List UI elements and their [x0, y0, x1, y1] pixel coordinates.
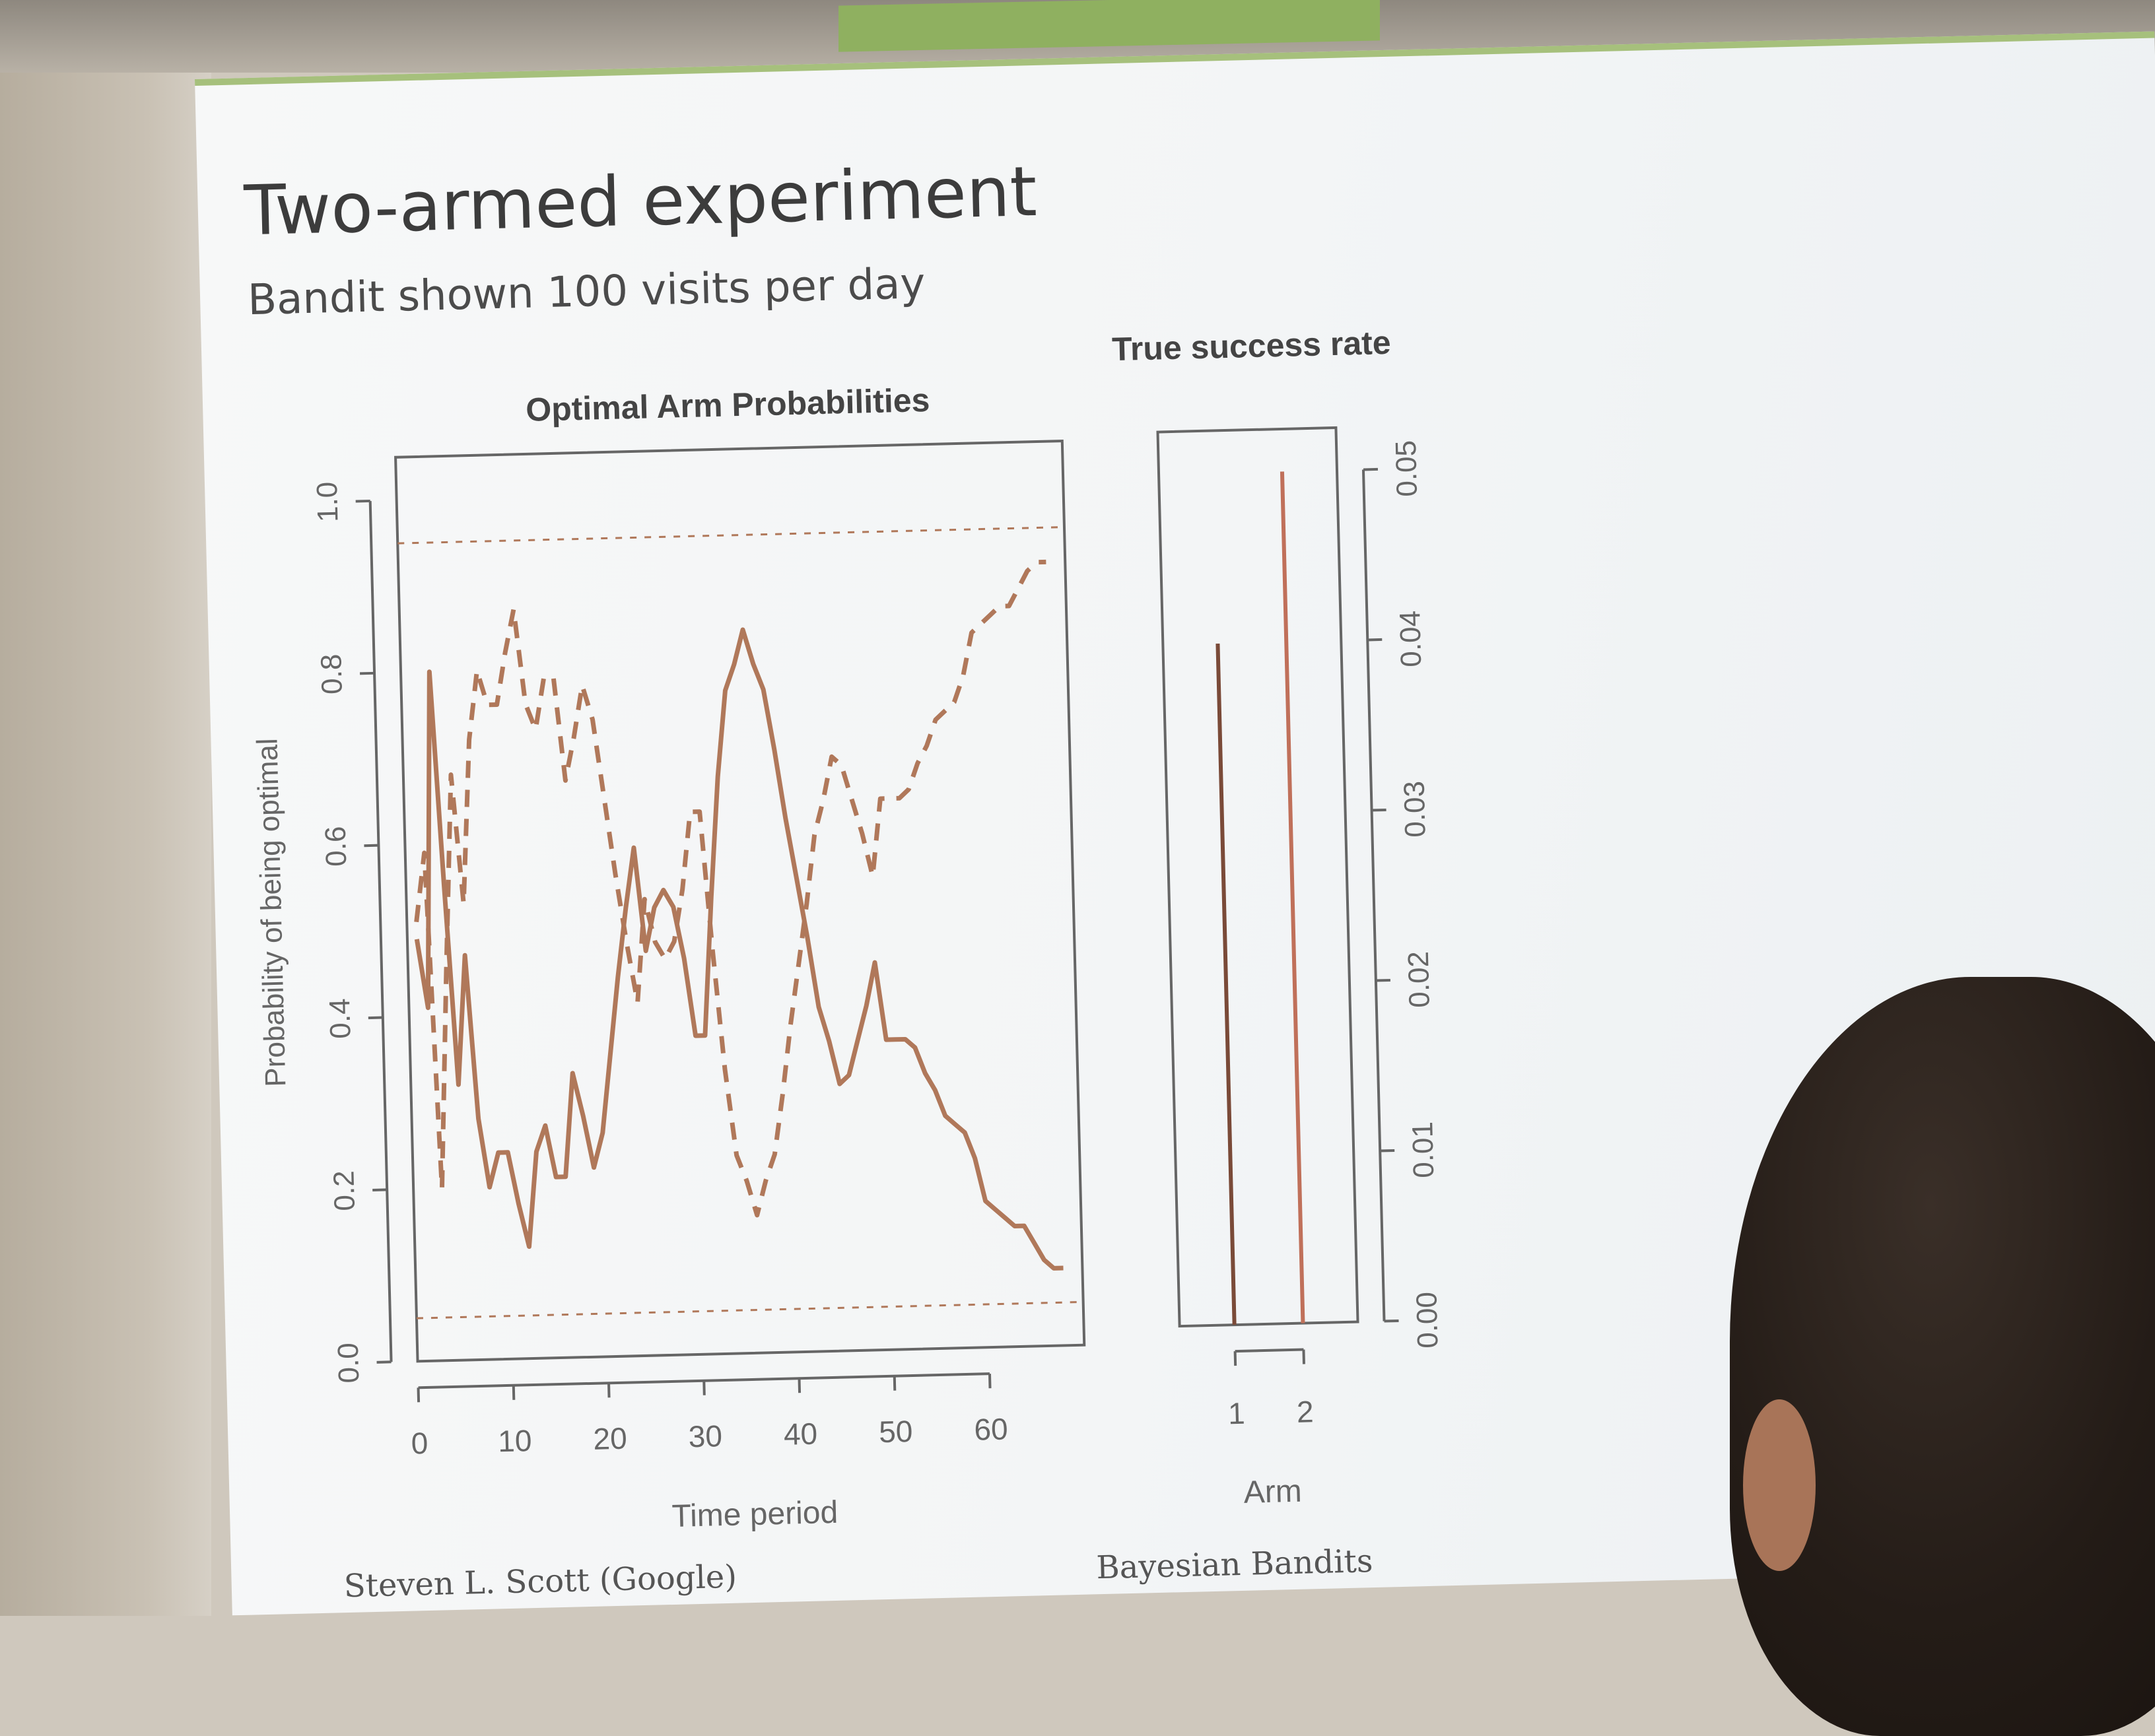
y-tick-right-0.05	[1363, 467, 1379, 471]
y-tick-label-0.2: 0.2	[327, 1170, 360, 1211]
y-tick-label-0: 0.0	[332, 1343, 365, 1384]
x-tick-label-arm-2: 2	[1296, 1394, 1314, 1429]
x-axis-label-arm: Arm	[1243, 1474, 1302, 1510]
y-tick-label-0.6: 0.6	[320, 826, 353, 867]
series-line-dashed	[414, 559, 1046, 1218]
y-tick-0.8	[360, 671, 375, 675]
y-tick-right-0.03	[1371, 808, 1386, 812]
reference-line-0	[416, 1300, 1083, 1319]
bar-arm-2	[1280, 471, 1305, 1323]
x-tick-label-30: 30	[688, 1419, 722, 1453]
y-tick-label-right-0.05: 0.05	[1390, 440, 1423, 497]
y-tick-label-0.4: 0.4	[324, 998, 357, 1039]
y-tick-label-1: 1.0	[311, 481, 344, 522]
x-tick-label-10: 10	[498, 1423, 532, 1458]
plot-frame-right	[1156, 426, 1359, 1328]
x-tick-label-20: 20	[593, 1421, 627, 1456]
y-tick-1	[355, 499, 370, 503]
x-axis-line-right	[1235, 1348, 1304, 1353]
x-tick-arm-2	[1302, 1349, 1305, 1364]
x-tick-arm-1	[1233, 1351, 1237, 1366]
x-tick-label-40: 40	[783, 1417, 817, 1452]
y-tick-label-right-0.04: 0.04	[1394, 610, 1427, 667]
x-tick-label-arm-1: 1	[1227, 1396, 1245, 1431]
series-line-solid	[414, 627, 1064, 1271]
optimal-arm-chart: Optimal Arm Probabilities Time period Prob…	[251, 382, 1086, 1534]
reference-line-1	[397, 526, 1065, 545]
bar-arm-1	[1215, 643, 1237, 1325]
charts-canvas: Optimal Arm Probabilities Time period Prob…	[251, 324, 1444, 1534]
y-tick-label-right-0.01: 0.01	[1406, 1121, 1440, 1179]
y-axis-line-right	[1361, 469, 1386, 1321]
audience-head	[1730, 977, 2155, 1736]
footer-talk: Bayesian Bandits	[1095, 1543, 1374, 1587]
y-tick-right-0.02	[1375, 978, 1390, 982]
success-rate-chart: True success rate Arm 1 2 0.00 0.01 0.02 0.03 0.…	[1111, 324, 1444, 1510]
y-tick-label-0.8: 0.8	[315, 653, 348, 694]
audience-ear	[1743, 1399, 1816, 1571]
y-axis-line	[368, 500, 393, 1362]
x-axis-label: Time period	[671, 1495, 838, 1534]
y-tick-label-right-0.03: 0.03	[1398, 780, 1432, 838]
chart-title-success: True success rate	[1111, 324, 1391, 368]
plot-frame	[394, 440, 1086, 1363]
projector-screen: Two-armed experiment Bandit shown 100 vi…	[195, 31, 2155, 1616]
y-tick-label-right-0: 0.00	[1410, 1292, 1444, 1349]
y-axis-label: Probability of being optimal	[251, 738, 292, 1087]
y-tick-0.2	[372, 1188, 388, 1191]
x-tick-label-50: 50	[879, 1414, 913, 1449]
chart-title-optimal: Optimal Arm Probabilities	[526, 382, 930, 428]
y-tick-label-right-0.02: 0.02	[1402, 951, 1436, 1009]
x-axis-line	[418, 1372, 990, 1389]
wall-background	[0, 0, 211, 1616]
x-tick-label-60: 60	[974, 1412, 1008, 1447]
x-tick-label-0: 0	[411, 1426, 428, 1461]
